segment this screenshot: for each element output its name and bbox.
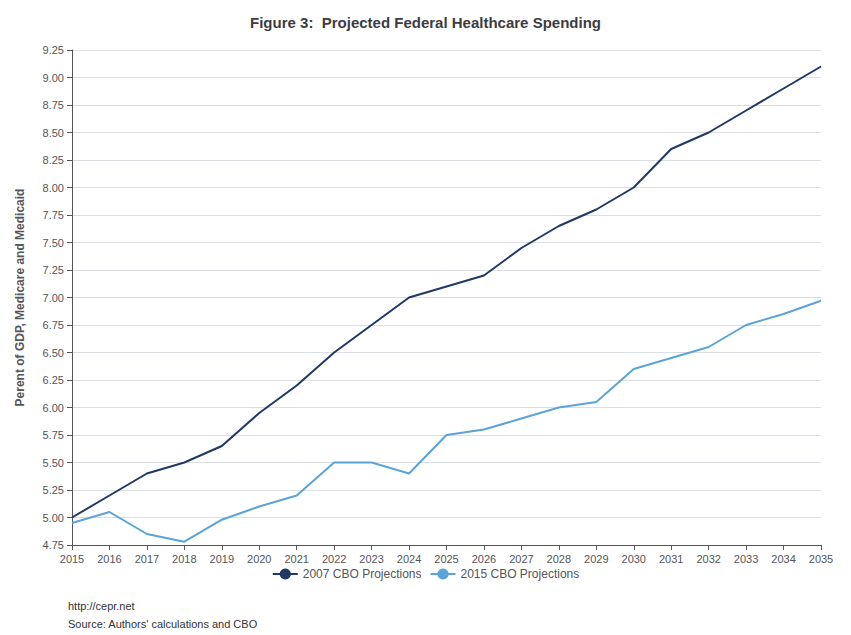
svg-text:2015: 2015 [60,553,84,565]
svg-text:2027: 2027 [509,553,533,565]
svg-text:2030: 2030 [622,553,646,565]
svg-text:http://cepr.net: http://cepr.net [68,600,135,612]
svg-text:2025: 2025 [434,553,458,565]
svg-text:8.75: 8.75 [43,99,64,111]
svg-text:2021: 2021 [284,553,308,565]
svg-text:2020: 2020 [247,553,271,565]
svg-text:7.25: 7.25 [43,264,64,276]
svg-text:9.00: 9.00 [43,72,64,84]
svg-text:8.50: 8.50 [43,127,64,139]
svg-text:2022: 2022 [322,553,346,565]
svg-text:2015 CBO Projections: 2015 CBO Projections [461,567,580,581]
svg-text:2024: 2024 [397,553,421,565]
svg-text:7.00: 7.00 [43,292,64,304]
svg-text:8.25: 8.25 [43,154,64,166]
svg-text:Figure 3: Projected Federal H: Figure 3: Projected Federal Healthcare S… [250,14,601,31]
svg-text:2032: 2032 [696,553,720,565]
svg-text:7.75: 7.75 [43,209,64,221]
svg-text:2031: 2031 [659,553,683,565]
svg-text:2034: 2034 [771,553,795,565]
svg-text:2007 CBO Projections: 2007 CBO Projections [303,567,422,581]
svg-text:2028: 2028 [547,553,571,565]
svg-text:8.00: 8.00 [43,182,64,194]
svg-text:Perent of GDP, Medicare and Me: Perent of GDP, Medicare and Medicaid [13,189,27,407]
svg-text:2026: 2026 [472,553,496,565]
svg-text:6.50: 6.50 [43,347,64,359]
svg-text:5.25: 5.25 [43,484,64,496]
svg-text:9.25: 9.25 [43,44,64,56]
svg-text:5.00: 5.00 [43,512,64,524]
svg-text:Source: Authors' calculations: Source: Authors' calculations and CBO [68,618,258,630]
svg-text:4.75: 4.75 [43,539,64,551]
svg-text:5.50: 5.50 [43,457,64,469]
svg-text:7.50: 7.50 [43,237,64,249]
svg-text:2029: 2029 [584,553,608,565]
svg-text:6.75: 6.75 [43,319,64,331]
svg-text:6.00: 6.00 [43,402,64,414]
svg-text:5.75: 5.75 [43,429,64,441]
svg-text:2019: 2019 [210,553,234,565]
svg-text:2017: 2017 [135,553,159,565]
svg-text:2035: 2035 [809,553,833,565]
svg-text:2016: 2016 [97,553,121,565]
svg-text:2018: 2018 [172,553,196,565]
svg-text:2033: 2033 [734,553,758,565]
svg-text:6.25: 6.25 [43,374,64,386]
svg-text:2023: 2023 [359,553,383,565]
